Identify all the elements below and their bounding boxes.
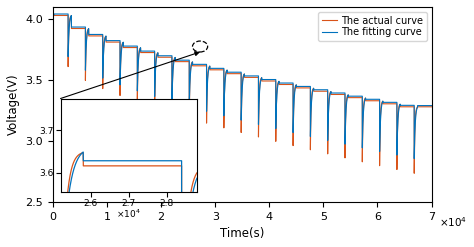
The fitting curve — [428, 104, 434, 107]
The actual curve — [133, 46, 138, 49]
The actual curve — [246, 76, 251, 79]
Legend: The actual curve, The fitting curve: The actual curve, The fitting curve — [319, 12, 427, 41]
The actual curve — [163, 56, 169, 59]
The actual curve — [163, 56, 169, 59]
The fitting curve — [133, 45, 138, 48]
Text: $\times10^4$: $\times10^4$ — [439, 215, 467, 229]
The fitting curve — [50, 13, 56, 16]
The fitting curve — [248, 74, 254, 77]
The actual curve — [428, 105, 434, 108]
The actual curve — [248, 76, 254, 79]
The fitting curve — [246, 74, 251, 77]
Y-axis label: Voltage(V): Voltage(V) — [7, 74, 20, 135]
Line: The actual curve: The actual curve — [53, 16, 431, 173]
The fitting curve — [51, 13, 57, 16]
The actual curve — [56, 14, 62, 17]
The fitting curve — [163, 54, 169, 57]
Line: The fitting curve: The fitting curve — [53, 14, 431, 159]
The fitting curve — [163, 54, 169, 57]
The fitting curve — [56, 13, 62, 16]
X-axis label: Time(s): Time(s) — [220, 227, 264, 240]
The fitting curve — [411, 157, 417, 160]
The actual curve — [411, 172, 417, 175]
The actual curve — [50, 14, 56, 17]
